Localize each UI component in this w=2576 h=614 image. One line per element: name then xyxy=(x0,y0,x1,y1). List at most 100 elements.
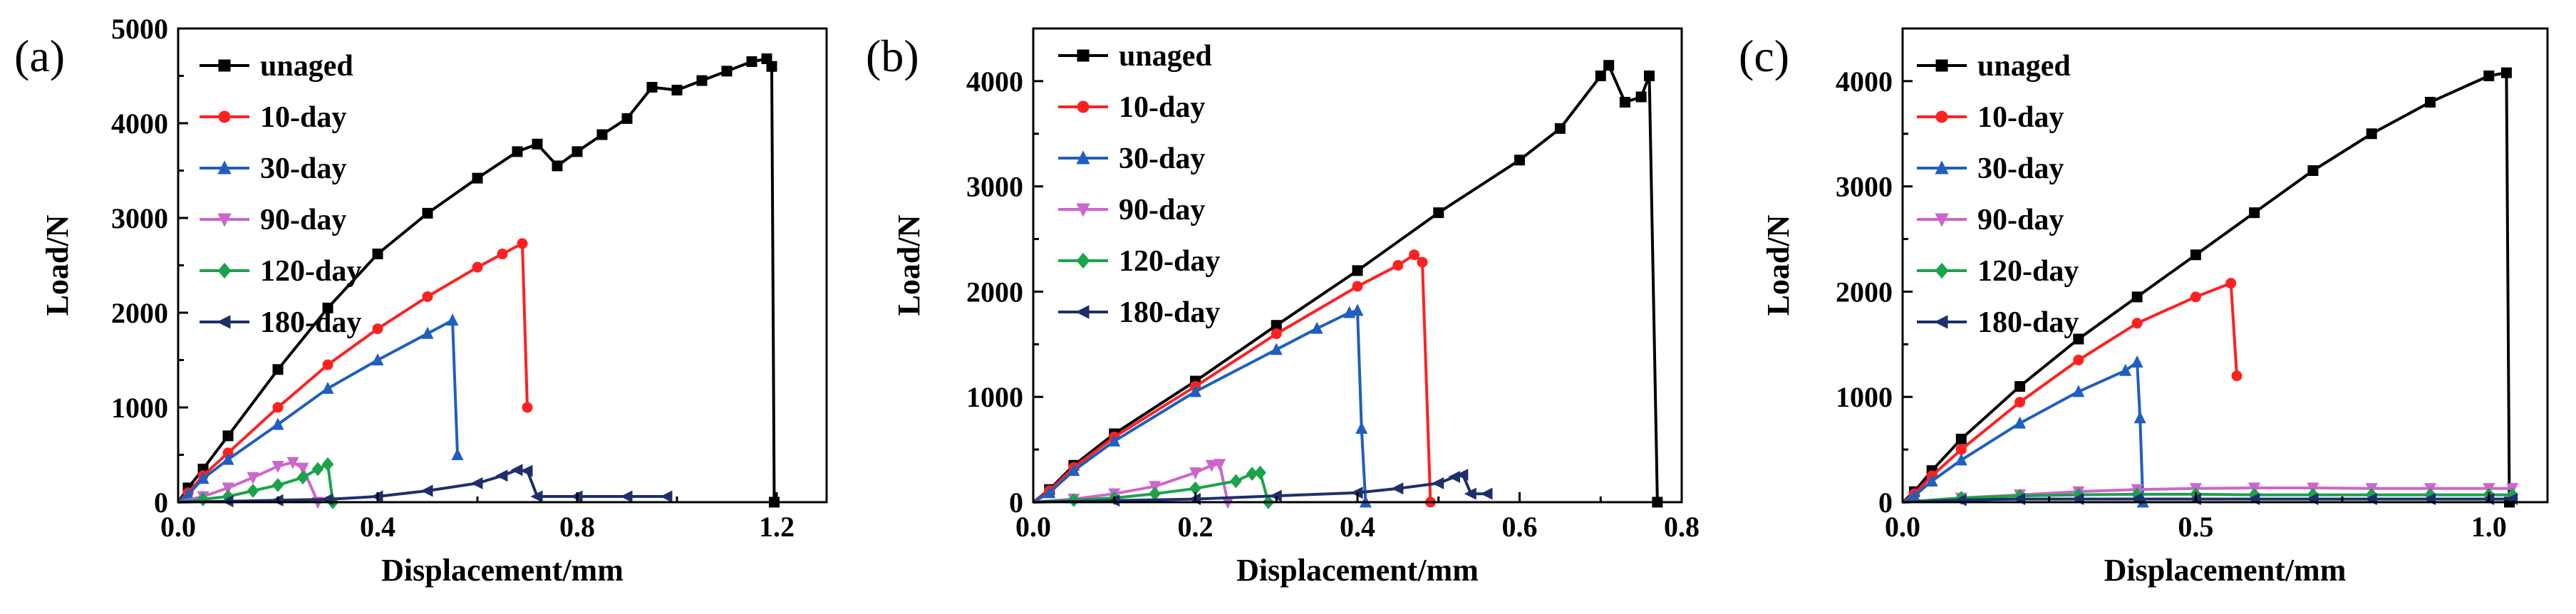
legend-label-120-day: 120-day xyxy=(1119,245,1220,278)
data-point xyxy=(1456,469,1469,482)
data-point xyxy=(322,359,333,370)
data-point xyxy=(321,457,334,472)
data-point xyxy=(1433,207,1444,219)
legend-label-unaged: unaged xyxy=(1977,50,2071,83)
data-point xyxy=(1310,321,1323,334)
legend-marker-30-day xyxy=(1935,160,1949,175)
data-point xyxy=(1254,465,1266,480)
data-point xyxy=(660,490,673,503)
legend-label-180-day: 180-day xyxy=(1977,306,2079,339)
y-axis-title: Load/N xyxy=(891,214,926,316)
y-tick-label: 4000 xyxy=(1836,66,1893,98)
data-point xyxy=(532,138,543,150)
data-point xyxy=(2131,355,2143,368)
data-point xyxy=(671,84,683,95)
y-tick-label: 2000 xyxy=(966,276,1023,308)
legend-label-30-day: 30-day xyxy=(1119,142,1205,175)
data-point xyxy=(247,484,259,498)
data-point xyxy=(1352,265,1363,276)
series-line-30-day xyxy=(1902,360,2145,504)
data-point xyxy=(1205,459,1218,472)
x-tick-label: 0.5 xyxy=(2178,511,2213,543)
legend-label-30-day: 30-day xyxy=(260,152,346,185)
data-point xyxy=(517,238,528,249)
data-point xyxy=(296,462,309,475)
y-tick-label: 0 xyxy=(1878,486,1893,519)
data-point xyxy=(1595,71,1606,81)
series-30-day xyxy=(177,313,464,504)
data-point xyxy=(472,261,483,273)
legend-marker-90-day xyxy=(217,213,232,227)
data-point xyxy=(1189,467,1202,480)
data-point xyxy=(696,75,708,86)
data-point xyxy=(2131,291,2143,303)
x-axis-title: Displacement/mm xyxy=(381,553,624,588)
series-line-10-day xyxy=(1901,281,2238,504)
chart-panel-1: (a) 0.0 0.4 0.8 1.2 0 1000 2000 3000 4000 5000 Disp… xyxy=(14,13,828,588)
legend-marker-30-day xyxy=(217,160,232,175)
data-point xyxy=(520,464,533,477)
series-180-day xyxy=(1033,469,1493,507)
data-point xyxy=(2424,96,2436,108)
data-point xyxy=(1417,256,1428,268)
data-point xyxy=(2014,416,2027,429)
data-point xyxy=(422,207,433,219)
data-point xyxy=(372,249,383,260)
data-point xyxy=(512,146,523,157)
y-tick-label: 3000 xyxy=(1836,171,1893,203)
x-tick-label: 0.4 xyxy=(1340,511,1375,543)
data-point xyxy=(472,172,483,184)
data-point xyxy=(271,417,284,430)
legend-label-90-day: 90-day xyxy=(1119,194,1205,227)
x-tick-label: 0.0 xyxy=(1015,511,1051,543)
y-tick-label: 1000 xyxy=(966,381,1023,413)
series-10-day xyxy=(1032,249,1436,508)
data-point xyxy=(2231,370,2243,382)
legend-marker-90-day xyxy=(1935,213,1949,227)
series-group xyxy=(1901,67,2519,508)
data-point xyxy=(552,160,563,172)
data-point xyxy=(272,364,284,375)
data-point xyxy=(420,484,433,497)
data-point xyxy=(371,353,384,365)
data-point xyxy=(322,302,333,313)
data-point xyxy=(2073,355,2084,365)
x-tick-label: 1.2 xyxy=(759,511,795,543)
data-point xyxy=(497,249,508,260)
legend-marker-120-day xyxy=(1935,262,1949,279)
data-point xyxy=(1925,474,1938,486)
legend-marker-180-day xyxy=(217,315,231,329)
series-line-120-day xyxy=(1902,492,2513,504)
series-line-180-day xyxy=(1902,497,2513,504)
y-tick-label: 3000 xyxy=(111,202,168,234)
data-point xyxy=(1189,385,1202,397)
data-point xyxy=(746,56,757,68)
data-point xyxy=(1644,71,1655,81)
data-point xyxy=(2072,385,2085,397)
data-point xyxy=(1447,471,1460,484)
series-line-30-day xyxy=(1032,309,1367,504)
y-tick-label: 0 xyxy=(154,486,168,519)
data-point xyxy=(1514,155,1525,166)
data-point xyxy=(1271,328,1282,340)
legend-label-180-day: 180-day xyxy=(1119,296,1220,329)
y-tick-label: 3000 xyxy=(966,171,1023,203)
series-group xyxy=(177,53,780,509)
data-point xyxy=(222,430,234,442)
legend-label-90-day: 90-day xyxy=(260,204,346,236)
data-point xyxy=(2073,333,2084,345)
legend-marker-120-day xyxy=(217,262,232,279)
series-line-30-day xyxy=(177,318,459,504)
chart-panel-3: (c) 0.0 0.5 1.0 0 1000 2000 3000 4000 Displacemen… xyxy=(1739,27,2549,588)
y-tick-label: 1000 xyxy=(111,392,168,424)
data-point xyxy=(620,490,633,503)
data-point xyxy=(1464,487,1476,500)
data-point xyxy=(1955,453,1967,466)
data-point xyxy=(522,402,533,413)
series-unaged xyxy=(1901,67,2515,508)
series-line-10-day xyxy=(1032,253,1432,504)
data-point xyxy=(1432,477,1444,489)
legend-label-180-day: 180-day xyxy=(260,306,361,339)
legend-marker-unaged xyxy=(1077,49,1090,62)
plot-frame xyxy=(1901,27,2549,504)
